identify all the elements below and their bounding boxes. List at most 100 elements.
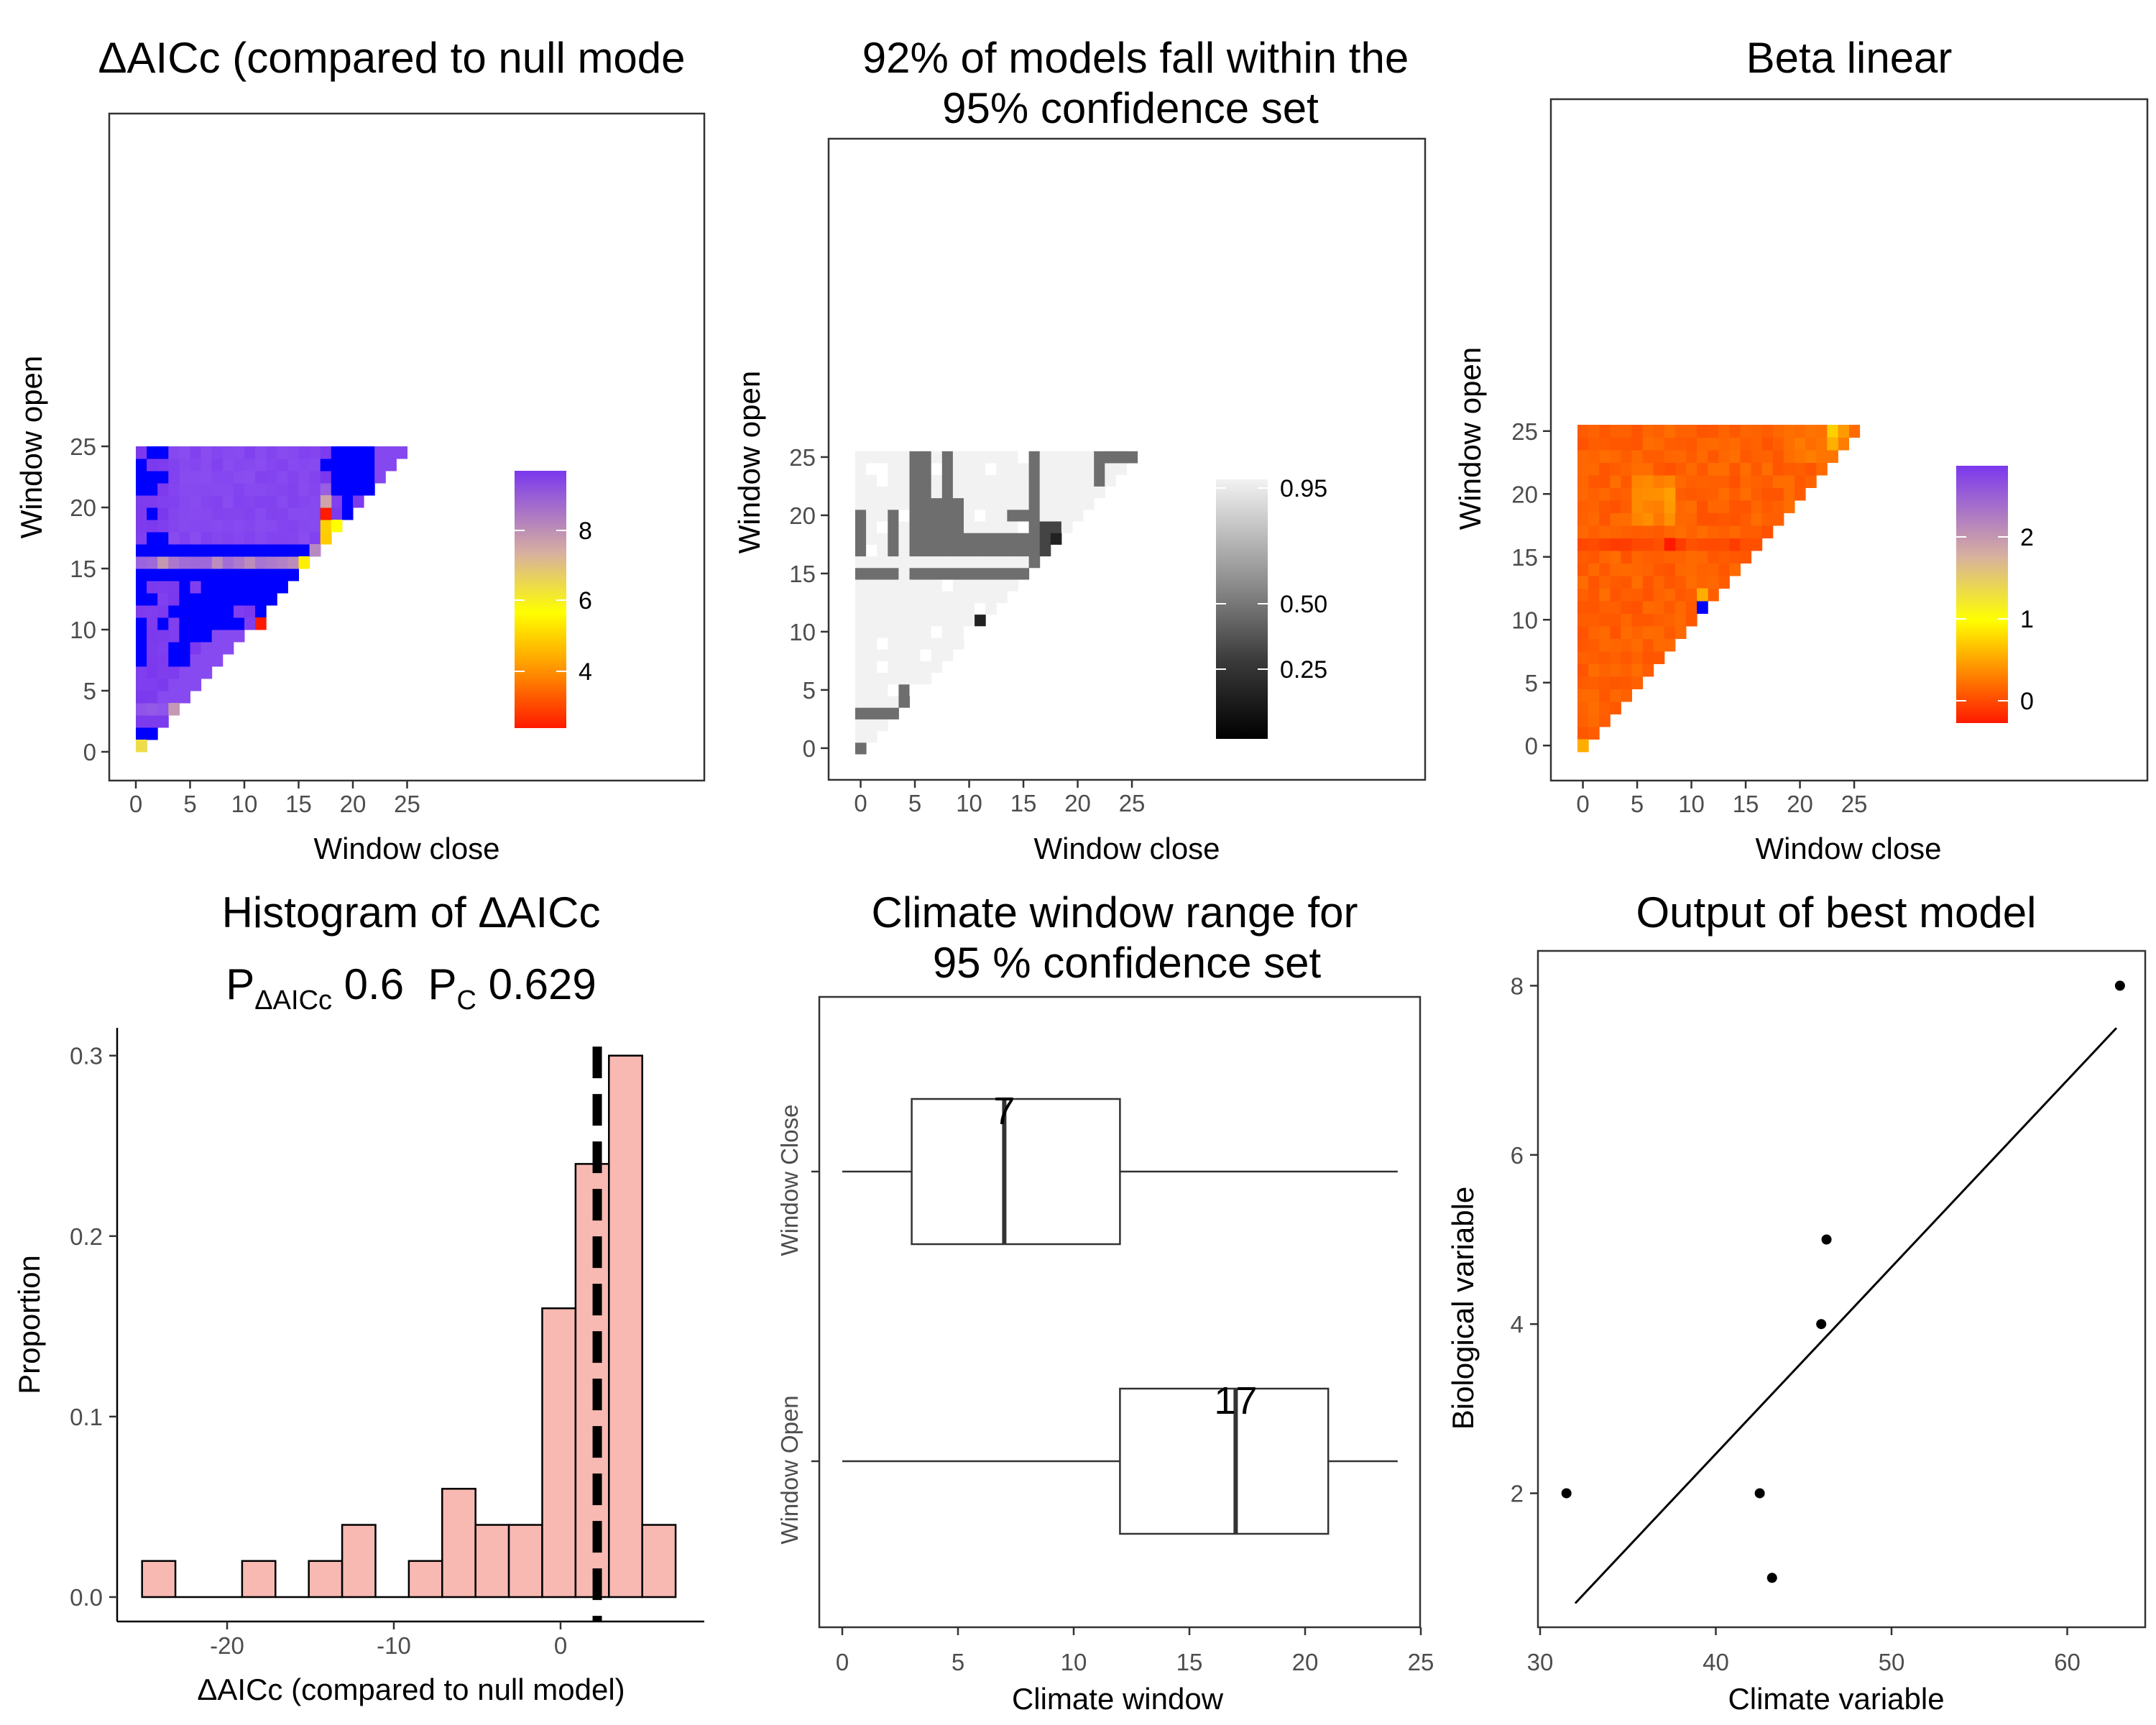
heatmap-cell	[898, 614, 910, 627]
heatmap-cell	[298, 507, 310, 520]
heatmap-cell	[1686, 601, 1697, 614]
heatmap-cell	[190, 544, 202, 557]
heatmap-cell	[385, 459, 397, 472]
heatmap-cells	[136, 446, 407, 753]
heatmap-cell	[277, 569, 288, 581]
heatmap-cell	[1642, 525, 1654, 538]
heatmap-cell	[201, 642, 213, 655]
heatmap-cell	[1653, 601, 1665, 614]
x-tick-label: 15	[1733, 791, 1759, 817]
heatmap-cell	[1642, 450, 1654, 463]
heatmap-cell	[1751, 437, 1763, 451]
heatmap-cell	[179, 507, 190, 520]
heatmap-cell	[1674, 462, 1687, 476]
heatmap-cell	[179, 446, 190, 459]
heatmap-cell	[136, 703, 147, 716]
heatmap-cell	[364, 446, 375, 459]
x-axis-ticks: 0 5 10 15 20 25	[854, 780, 1145, 816]
x-tick-label: 0	[836, 1649, 849, 1675]
heatmap-cell	[157, 593, 169, 606]
heatmap-cell	[147, 654, 158, 667]
heatmap-cell	[888, 614, 899, 627]
heatmap-cell	[909, 661, 921, 673]
heatmap-cell	[1718, 525, 1730, 538]
heatmap-cell	[985, 474, 997, 487]
heatmap-cell	[1610, 626, 1621, 639]
heatmap-cell	[909, 567, 921, 580]
heatmap-cell	[364, 471, 375, 484]
heatmap-cell	[1599, 638, 1611, 652]
heatmap-cell	[298, 495, 310, 508]
heatmap-cell	[941, 591, 954, 603]
heatmap-cell	[1039, 474, 1051, 487]
heatmap-cell	[147, 605, 158, 618]
panel-confidence-set-heatmap: 92% of models fall within the 95% confid…	[732, 34, 1427, 865]
heatmap-cell	[277, 471, 288, 484]
heatmap-cell	[952, 544, 964, 557]
heatmap-cell	[190, 678, 202, 691]
heatmap-cell	[877, 661, 888, 673]
heatmap-cell	[877, 567, 888, 580]
heatmap-cell	[1610, 638, 1621, 652]
panel-title-line2: PΔAICc 0.6 PC 0.629	[226, 960, 596, 1016]
heatmap-cell	[255, 593, 267, 606]
heatmap-cell	[211, 520, 224, 533]
heatmap-cell	[147, 556, 158, 569]
heatmap-cell	[266, 556, 277, 569]
heatmap-cell	[136, 691, 147, 704]
heatmap-cell	[1718, 462, 1730, 476]
heatmap-cell	[1642, 563, 1654, 576]
heatmap-cell	[996, 521, 1008, 533]
heatmap-cell	[996, 567, 1008, 580]
heatmap-cell	[898, 451, 910, 464]
heatmap-cell	[1621, 651, 1632, 664]
heatmap-cell	[931, 591, 943, 603]
heatmap-cell	[147, 593, 158, 606]
heatmap-cell	[136, 727, 147, 740]
heatmap-cell	[1642, 638, 1654, 652]
heatmap-cell	[1083, 497, 1095, 510]
heatmap-cell	[1751, 475, 1763, 488]
heatmap-cell	[898, 625, 910, 638]
heatmap-cell	[941, 544, 954, 557]
heatmap-cell	[157, 642, 169, 655]
heatmap-cell	[1708, 450, 1719, 463]
heatmap-cell	[985, 567, 997, 580]
heatmap-cell	[1697, 425, 1708, 438]
x-axis-label: ΔAICc (compared to null model)	[197, 1673, 625, 1706]
heatmap-cell	[298, 520, 310, 533]
heatmap-cell	[1772, 512, 1784, 526]
heatmap-cell	[179, 471, 190, 484]
heatmap-cell	[1577, 739, 1589, 753]
heatmap-cell	[211, 581, 224, 594]
heatmap-cell	[255, 459, 267, 472]
heatmap-cell	[1018, 486, 1030, 499]
heatmap-cell	[1772, 487, 1784, 501]
heatmap-cell	[985, 533, 997, 545]
histogram-bar	[574, 1163, 610, 1598]
heatmap-cell	[920, 638, 932, 650]
heatmap-cell	[1577, 651, 1589, 664]
y-tick-label: 10	[789, 619, 816, 645]
heatmap-cell	[855, 730, 867, 743]
heatmap-cell	[877, 521, 888, 533]
heatmap-cell	[1621, 663, 1632, 677]
x-tick-label: 40	[1703, 1649, 1729, 1675]
heatmap-cell	[233, 593, 245, 606]
heatmap-cell	[920, 567, 932, 580]
heatmap-cell	[1610, 576, 1621, 589]
x-tick-label: 15	[1176, 1649, 1203, 1675]
heatmap-cell	[1664, 551, 1676, 564]
heatmap-cell	[964, 463, 975, 475]
heatmap-cell	[168, 593, 180, 606]
heatmap-cell	[157, 617, 169, 630]
y-tick-label: 15	[789, 561, 816, 587]
y-tick-label: 0.1	[70, 1404, 103, 1430]
x-tick-label: 10	[1678, 791, 1705, 817]
fit-line	[1574, 1027, 2118, 1604]
heatmap-cell	[1697, 588, 1708, 602]
heatmap-cell	[855, 719, 867, 732]
axis-ticks: 30 40 50 60 2 4 6 8	[1511, 972, 2081, 1675]
heatmap-cell	[1050, 497, 1062, 510]
heatmap-cell	[1761, 462, 1774, 476]
